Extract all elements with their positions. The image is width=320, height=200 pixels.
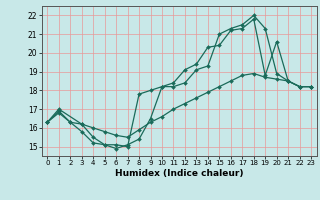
X-axis label: Humidex (Indice chaleur): Humidex (Indice chaleur) — [115, 169, 244, 178]
